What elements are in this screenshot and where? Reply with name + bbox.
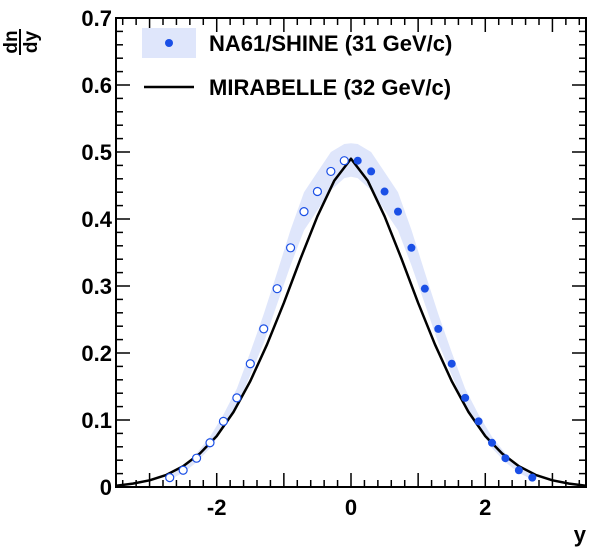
data-point-measured bbox=[367, 167, 376, 176]
y-tick-label: 0.1 bbox=[81, 408, 112, 433]
legend-label-na61: NA61/SHINE (31 GeV/c) bbox=[209, 31, 452, 56]
y-tick-label: 0.2 bbox=[81, 341, 112, 366]
data-point-reflected bbox=[232, 393, 242, 403]
y-tick-label: 0.4 bbox=[81, 207, 112, 232]
data-point-reflected bbox=[339, 156, 349, 166]
data-point-reflected bbox=[259, 324, 269, 334]
uncertainty-band-layer bbox=[169, 143, 533, 480]
data-point-measured bbox=[394, 207, 402, 216]
data-point-reflected bbox=[272, 284, 282, 294]
y-tick-label: 0.3 bbox=[81, 274, 112, 299]
model-curve-layer bbox=[115, 157, 587, 487]
data-point-reflected bbox=[205, 438, 215, 448]
x-axis-label: y bbox=[574, 522, 587, 547]
legend: NA61/SHINE (31 GeV/c) MIRABELLE (32 GeV/… bbox=[142, 28, 452, 100]
data-point-measured bbox=[501, 454, 510, 463]
y-axis-label-denominator: dy bbox=[21, 30, 42, 53]
data-point-measured bbox=[407, 243, 416, 252]
data-point-reflected bbox=[178, 465, 188, 475]
data-points-layer bbox=[165, 156, 537, 483]
data-point-reflected bbox=[245, 359, 255, 369]
y-tick-label: 0.5 bbox=[81, 140, 112, 165]
data-point-measured bbox=[447, 359, 456, 368]
data-point-measured bbox=[353, 156, 362, 165]
data-point-measured bbox=[461, 393, 470, 402]
data-point-reflected bbox=[285, 243, 296, 253]
axis-ticks-layer bbox=[116, 17, 586, 488]
y-tick-label: 0.6 bbox=[81, 73, 112, 98]
data-point-measured bbox=[474, 417, 483, 426]
data-point-reflected bbox=[312, 186, 323, 197]
data-point-measured bbox=[380, 187, 389, 196]
data-point-measured bbox=[434, 324, 443, 333]
data-point-measured bbox=[420, 284, 429, 293]
data-point-measured bbox=[528, 473, 537, 482]
legend-label-mirabelle: MIRABELLE (32 GeV/c) bbox=[209, 75, 451, 100]
x-tick-label: 0 bbox=[345, 495, 357, 520]
legend-point-marker bbox=[165, 39, 173, 47]
x-tick-label: -2 bbox=[207, 495, 227, 520]
data-point-reflected bbox=[326, 166, 336, 177]
y-tick-label: 0 bbox=[100, 475, 112, 500]
data-point-measured bbox=[514, 466, 523, 475]
y-axis-label-numerator: dn bbox=[1, 30, 22, 53]
mirabelle-curve bbox=[115, 157, 587, 487]
y-tick-label: 0.7 bbox=[81, 6, 112, 31]
data-point-reflected bbox=[191, 453, 202, 463]
data-point-reflected bbox=[165, 473, 175, 483]
tick-labels-layer: -2 0 2 0 0.1 0.2 0.3 0.4 0.5 0.6 0.7 bbox=[81, 6, 491, 520]
y-axis-label: dn dy bbox=[1, 29, 42, 55]
data-point-reflected bbox=[218, 416, 229, 426]
x-tick-label: 2 bbox=[479, 495, 491, 520]
uncertainty-band bbox=[169, 143, 533, 480]
data-point-reflected bbox=[299, 207, 309, 217]
data-point-measured bbox=[488, 438, 496, 447]
